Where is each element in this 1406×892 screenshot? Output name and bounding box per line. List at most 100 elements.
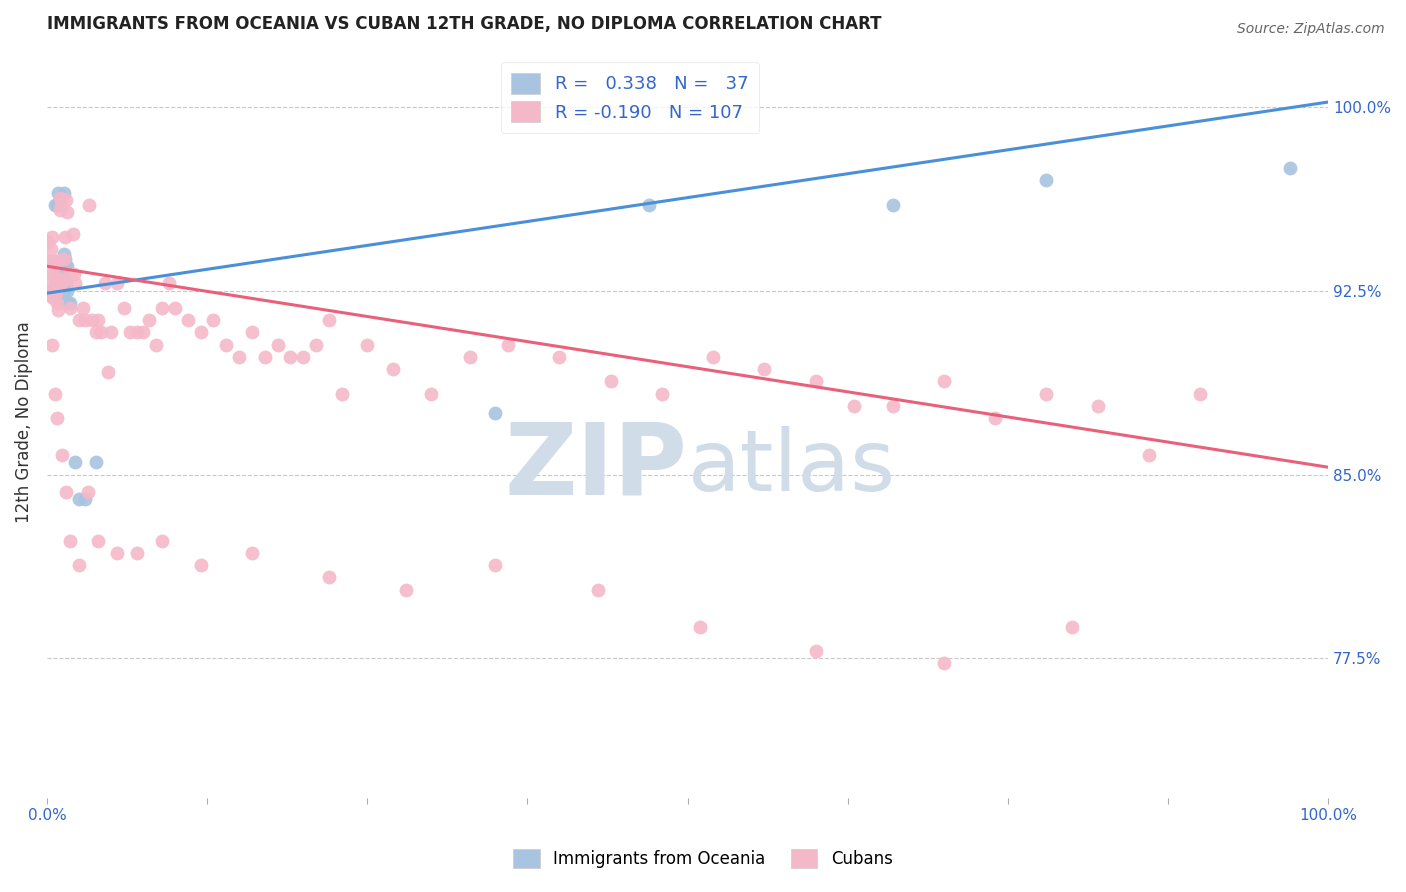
Point (484, 558, 506, 573)
Point (1087, 399, 1109, 413)
Point (90, 326, 112, 340)
Point (420, 386, 443, 401)
Point (1137, 448, 1160, 462)
Point (105, 277, 128, 291)
Point (48, 284, 70, 298)
Point (80, 313, 103, 327)
Point (496, 337, 519, 351)
Point (190, 326, 212, 340)
Point (37, 235, 59, 249)
Legend: Immigrants from Oceania, Cubans: Immigrants from Oceania, Cubans (506, 842, 900, 875)
Point (51, 259, 73, 273)
Point (51, 277, 73, 291)
Point (157, 277, 180, 291)
Point (46, 296, 69, 310)
Point (87, 533, 110, 548)
Point (46, 198, 69, 212)
Point (49, 277, 72, 291)
Point (53, 252, 76, 266)
Point (48, 271, 70, 285)
Point (41, 230, 63, 244)
Point (49, 198, 72, 212)
Point (395, 582, 418, 597)
Point (48, 191, 70, 205)
Point (75, 313, 97, 327)
Point (253, 350, 276, 364)
Point (842, 399, 865, 413)
Point (112, 301, 135, 315)
Point (292, 350, 315, 364)
Text: Source: ZipAtlas.com: Source: ZipAtlas.com (1237, 22, 1385, 37)
Point (638, 198, 661, 212)
Point (278, 350, 301, 364)
Point (48, 198, 70, 212)
Point (125, 546, 148, 560)
Point (38, 277, 60, 291)
Point (56, 284, 79, 298)
Point (59, 301, 82, 315)
Point (67, 313, 90, 327)
Point (689, 619, 711, 633)
Point (45, 284, 67, 298)
Point (42, 291, 65, 305)
Point (56, 205, 79, 219)
Point (48, 202, 70, 217)
Point (984, 411, 1007, 425)
Point (93, 277, 115, 291)
Point (55, 193, 77, 207)
Point (100, 326, 122, 340)
Point (84, 326, 107, 340)
Point (59, 533, 82, 548)
Point (804, 375, 827, 389)
Point (240, 546, 263, 560)
Point (52, 284, 75, 298)
Point (52, 247, 75, 261)
Point (240, 326, 263, 340)
Point (1035, 386, 1057, 401)
Point (62, 267, 84, 281)
Point (318, 313, 340, 327)
Point (804, 644, 827, 658)
Point (150, 533, 173, 548)
Point (548, 350, 571, 364)
Point (67, 491, 90, 506)
Point (67, 558, 90, 573)
Point (882, 399, 904, 413)
Point (44, 254, 66, 268)
Point (51, 267, 73, 281)
Point (53, 277, 76, 291)
Point (163, 301, 186, 315)
Point (56, 259, 79, 273)
Point (177, 313, 200, 327)
Point (754, 362, 776, 376)
Point (75, 491, 97, 506)
Point (484, 406, 506, 420)
Point (1278, 161, 1301, 176)
Point (49, 291, 72, 305)
Point (44, 198, 66, 212)
Point (51, 271, 73, 285)
Point (145, 337, 167, 351)
Text: IMMIGRANTS FROM OCEANIA VS CUBAN 12TH GRADE, NO DIPLOMA CORRELATION CHART: IMMIGRANTS FROM OCEANIA VS CUBAN 12TH GR… (46, 15, 882, 33)
Point (38, 254, 60, 268)
Point (39, 284, 62, 298)
Point (702, 350, 724, 364)
Point (651, 386, 673, 401)
Point (72, 301, 94, 315)
Point (39, 288, 62, 302)
Point (77, 198, 100, 212)
Point (215, 337, 238, 351)
Legend: R =   0.338   N =   37, R = -0.190   N = 107: R = 0.338 N = 37, R = -0.190 N = 107 (501, 62, 759, 133)
Point (58, 267, 80, 281)
Point (49, 284, 72, 298)
Point (51, 448, 73, 462)
Point (48, 303, 70, 318)
Point (1188, 386, 1211, 401)
Point (52, 252, 75, 266)
Point (120, 326, 142, 340)
Point (62, 227, 84, 242)
Point (49, 281, 72, 295)
Point (63, 277, 86, 291)
Point (59, 296, 82, 310)
Point (266, 337, 288, 351)
